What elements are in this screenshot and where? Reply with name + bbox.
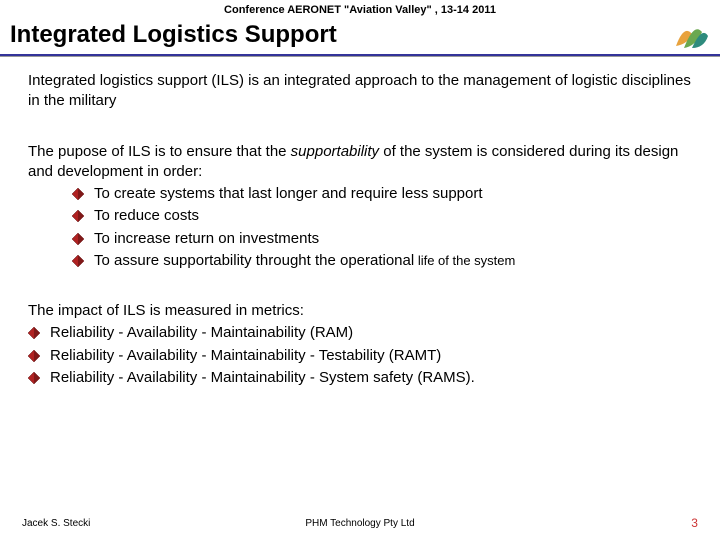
purpose-lead-prefix: The pupose of ILS is to ensure that the: [28, 143, 291, 160]
slide-header: Conference AERONET "Aviation Valley" , 1…: [0, 0, 720, 57]
purpose-list: To create systems that last longer and r…: [28, 184, 692, 271]
purpose-block: The pupose of ILS is to ensure that the …: [28, 142, 692, 272]
diamond-bullet-icon: [28, 372, 40, 384]
conference-line: Conference AERONET "Aviation Valley" , 1…: [0, 4, 720, 16]
impact-list: Reliability - Availability - Maintainabi…: [28, 323, 692, 388]
list-item: To assure supportability throught the op…: [72, 251, 692, 271]
diamond-bullet-icon: [72, 188, 84, 200]
aeronet-logo-icon: [670, 18, 710, 52]
list-item-text: To reduce costs: [94, 207, 199, 224]
intro-paragraph: Integrated logistics support (ILS) is an…: [28, 71, 692, 112]
list-item: To increase return on investments: [72, 229, 692, 249]
list-item-text: To create systems that last longer and r…: [94, 185, 483, 202]
list-item: Reliability - Availability - Maintainabi…: [28, 368, 692, 388]
list-item-text: Reliability - Availability - Maintainabi…: [50, 324, 353, 341]
impact-block: The impact of ILS is measured in metrics…: [28, 301, 692, 388]
purpose-lead: The pupose of ILS is to ensure that the …: [28, 142, 692, 183]
diamond-bullet-icon: [72, 210, 84, 222]
diamond-bullet-icon: [72, 255, 84, 267]
title-row: Integrated Logistics Support: [0, 18, 720, 52]
diamond-bullet-icon: [72, 233, 84, 245]
list-item: Reliability - Availability - Maintainabi…: [28, 323, 692, 343]
slide-content: Integrated logistics support (ILS) is an…: [0, 71, 720, 388]
list-item: To reduce costs: [72, 206, 692, 226]
diamond-bullet-icon: [28, 350, 40, 362]
list-item: To create systems that last longer and r…: [72, 184, 692, 204]
header-divider-shadow: [0, 56, 720, 57]
list-item-text: Reliability - Availability - Maintainabi…: [50, 347, 441, 364]
footer-page-number: 3: [473, 516, 698, 530]
purpose-lead-emphasis: supportability: [291, 143, 379, 160]
impact-lead: The impact of ILS is measured in metrics…: [28, 301, 692, 321]
slide-footer: Jacek S. Stecki PHM Technology Pty Ltd 3: [0, 516, 720, 530]
list-item-text: To assure supportability throught the op…: [94, 252, 414, 269]
list-item-tail: life of the system: [414, 253, 515, 268]
slide-title: Integrated Logistics Support: [10, 21, 670, 49]
footer-company: PHM Technology Pty Ltd: [247, 518, 472, 529]
footer-author: Jacek S. Stecki: [22, 518, 247, 529]
diamond-bullet-icon: [28, 327, 40, 339]
list-item-text: To increase return on investments: [94, 230, 319, 247]
list-item-text: Reliability - Availability - Maintainabi…: [50, 369, 475, 386]
list-item: Reliability - Availability - Maintainabi…: [28, 346, 692, 366]
